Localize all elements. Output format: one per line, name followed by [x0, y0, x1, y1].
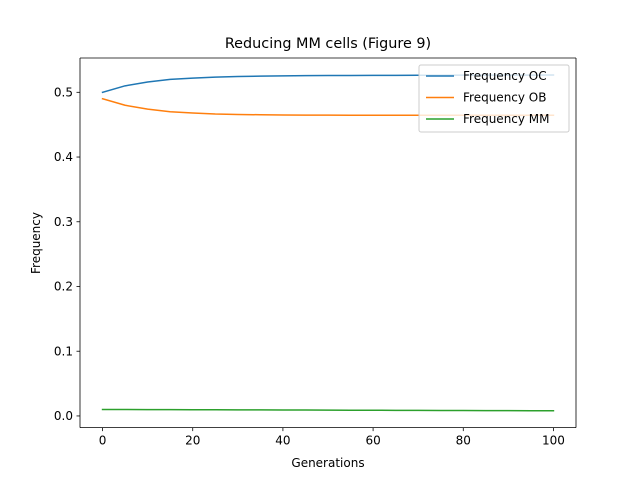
- y-tick-label: 0.2: [54, 280, 73, 294]
- y-tick-label: 0.0: [54, 409, 73, 423]
- x-tick-label: 20: [185, 434, 200, 448]
- legend: Frequency OC Frequency OB Frequency MM: [418, 64, 570, 133]
- x-tick-label: 0: [99, 434, 107, 448]
- x-tick-label: 40: [275, 434, 290, 448]
- legend-box: [418, 64, 570, 133]
- legend-label-2: Frequency OB: [463, 91, 546, 105]
- series-line-3: [101, 408, 555, 412]
- y-tick-label: 0.5: [54, 86, 73, 100]
- y-tick-label: 0.3: [54, 215, 73, 229]
- legend-label-3: Frequency MM: [463, 112, 550, 126]
- x-axis-label: Generations: [291, 456, 364, 470]
- y-tick-label: 0.4: [54, 150, 73, 164]
- y-tick-label: 0.1: [54, 344, 73, 358]
- x-tick-label: 100: [542, 434, 565, 448]
- legend-label-1: Frequency OC: [463, 69, 547, 83]
- y-axis-label: Frequency: [29, 212, 43, 274]
- x-tick-label: 60: [365, 434, 380, 448]
- ticks-layer: 0 20 40 60 80 100 0.0 0.1 0.2 0.3 0.4 0.5: [54, 86, 565, 448]
- chart-title: Reducing MM cells (Figure 9): [225, 36, 431, 52]
- x-tick-label: 80: [456, 434, 471, 448]
- axes-layer: [79, 57, 577, 429]
